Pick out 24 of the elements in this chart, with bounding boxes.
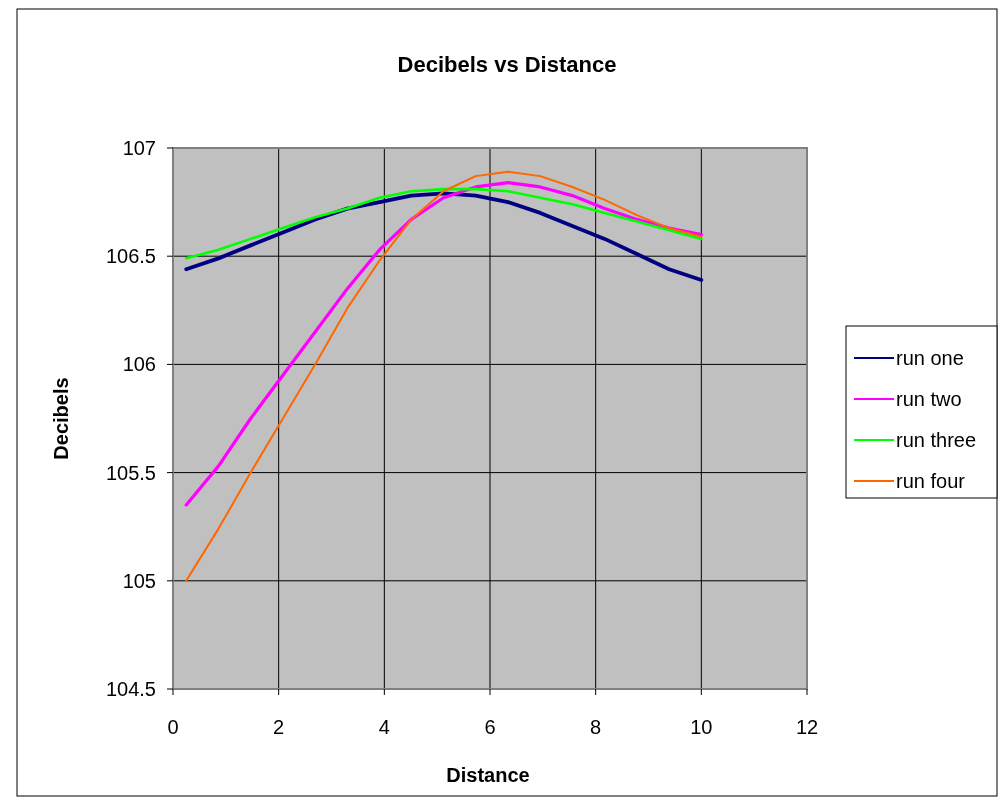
line-series <box>184 187 703 260</box>
y-tick-label: 106.5 <box>105 245 156 268</box>
x-axis-title: Distance <box>446 764 530 786</box>
x-tick-label: 8 <box>590 716 602 738</box>
y-tick-label: 105.5 <box>105 461 156 484</box>
legend-label: run two <box>896 388 962 410</box>
y-tick-label: 106 <box>122 353 156 376</box>
x-tick-label: 12 <box>795 716 819 738</box>
y-tick-label: 107 <box>122 137 156 159</box>
x-tick-label: 4 <box>378 716 390 738</box>
legend-label: run three <box>896 429 977 451</box>
x-tick-label: 2 <box>273 716 285 738</box>
line-series <box>185 170 703 582</box>
y-tick-label: 105 <box>122 569 156 592</box>
x-tick-label: 0 <box>167 716 179 738</box>
legend-label: run four <box>896 470 966 492</box>
y-axis-title: Decibels <box>50 377 72 460</box>
y-tick-label: 104.5 <box>105 678 156 700</box>
line-series <box>184 181 703 507</box>
x-tick-label: 6 <box>484 716 496 738</box>
legend-label: run one <box>896 347 964 369</box>
chart-title: Decibels vs Distance <box>397 52 617 77</box>
x-tick-label: 10 <box>690 716 713 738</box>
line-series <box>184 191 704 282</box>
